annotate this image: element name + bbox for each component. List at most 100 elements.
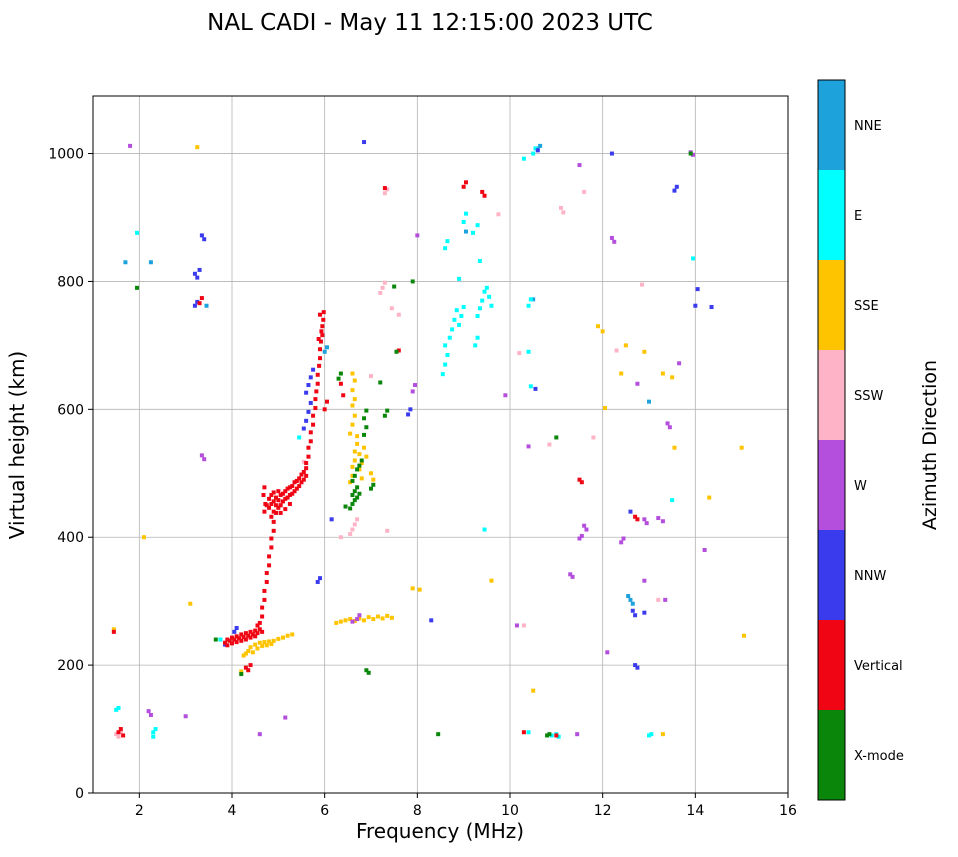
data-point xyxy=(239,669,244,674)
data-point xyxy=(283,496,288,501)
data-point xyxy=(382,191,387,196)
data-point xyxy=(533,146,538,151)
data-point xyxy=(352,413,357,418)
data-point xyxy=(514,623,519,628)
data-point xyxy=(362,140,367,145)
data-point xyxy=(484,285,489,290)
data-point xyxy=(285,495,290,500)
data-point xyxy=(526,730,531,735)
data-point xyxy=(389,615,394,620)
data-point xyxy=(306,454,311,459)
data-point xyxy=(195,145,200,150)
data-point xyxy=(322,407,327,412)
data-point xyxy=(230,635,234,640)
data-point xyxy=(202,237,207,242)
data-point xyxy=(630,608,635,613)
data-point xyxy=(257,627,262,632)
data-point xyxy=(545,733,550,738)
data-point xyxy=(521,156,526,161)
data-point xyxy=(151,730,156,735)
data-point xyxy=(357,463,362,468)
data-point xyxy=(195,299,200,304)
data-point xyxy=(255,623,260,628)
data-point xyxy=(355,617,360,622)
data-point xyxy=(410,389,415,394)
data-point xyxy=(114,707,119,712)
data-point xyxy=(264,643,269,648)
data-point xyxy=(148,260,153,265)
x-tick-label: 14 xyxy=(686,803,704,819)
data-point xyxy=(647,399,651,404)
data-point xyxy=(308,375,313,380)
data-point xyxy=(271,528,276,533)
data-point xyxy=(199,233,204,238)
data-point xyxy=(285,486,290,491)
data-point xyxy=(417,587,422,592)
data-point xyxy=(261,493,266,498)
x-tick-label: 10 xyxy=(501,803,519,819)
data-point xyxy=(218,637,223,642)
data-point xyxy=(385,613,390,618)
data-point xyxy=(378,380,383,385)
series-vertical xyxy=(111,180,640,738)
data-point xyxy=(301,469,306,474)
data-point xyxy=(371,482,376,487)
data-point xyxy=(642,349,647,354)
data-point xyxy=(311,413,316,418)
data-point xyxy=(660,371,665,376)
data-point xyxy=(230,641,234,646)
data-point xyxy=(262,588,267,593)
data-point xyxy=(635,517,640,522)
data-point xyxy=(362,432,367,437)
data-point xyxy=(294,486,299,491)
data-point xyxy=(526,303,531,308)
data-point xyxy=(459,313,464,318)
data-point xyxy=(355,467,360,472)
data-point xyxy=(341,393,346,398)
data-point xyxy=(297,435,302,440)
data-point xyxy=(463,211,468,216)
data-point xyxy=(276,489,281,494)
data-point xyxy=(350,527,355,532)
data-point xyxy=(111,629,116,634)
data-point xyxy=(264,571,269,576)
data-point xyxy=(619,371,624,376)
data-point xyxy=(385,187,390,192)
data-point xyxy=(197,267,202,272)
data-point xyxy=(199,453,204,458)
data-point xyxy=(204,303,209,308)
colorbar-segment-nnw xyxy=(818,530,845,621)
data-point xyxy=(531,688,536,693)
data-point xyxy=(364,408,369,413)
data-point xyxy=(239,672,244,677)
data-point xyxy=(489,578,494,583)
y-tick-label: 400 xyxy=(57,530,84,546)
data-point xyxy=(243,631,248,636)
data-point xyxy=(123,260,128,265)
data-point xyxy=(348,431,353,436)
data-point xyxy=(660,519,665,524)
data-point xyxy=(640,282,645,287)
y-tick-label: 200 xyxy=(57,658,84,674)
data-point xyxy=(287,493,292,498)
data-point xyxy=(577,477,582,482)
data-point xyxy=(602,406,607,411)
data-point xyxy=(318,312,323,317)
colorbar-segment-sse xyxy=(818,260,845,351)
data-point xyxy=(445,352,450,357)
data-point xyxy=(316,336,321,341)
colorbar-segment-w xyxy=(818,440,845,531)
data-point xyxy=(116,705,121,710)
data-point xyxy=(582,189,587,194)
y-tick-label: 800 xyxy=(57,274,84,290)
scatter-points xyxy=(111,140,746,739)
x-tick-label: 8 xyxy=(413,803,422,819)
data-point xyxy=(250,632,255,637)
data-point xyxy=(306,445,311,450)
data-point xyxy=(547,732,552,737)
data-point xyxy=(262,485,267,490)
data-point xyxy=(135,230,140,235)
data-point xyxy=(348,480,353,485)
data-point xyxy=(350,403,355,408)
